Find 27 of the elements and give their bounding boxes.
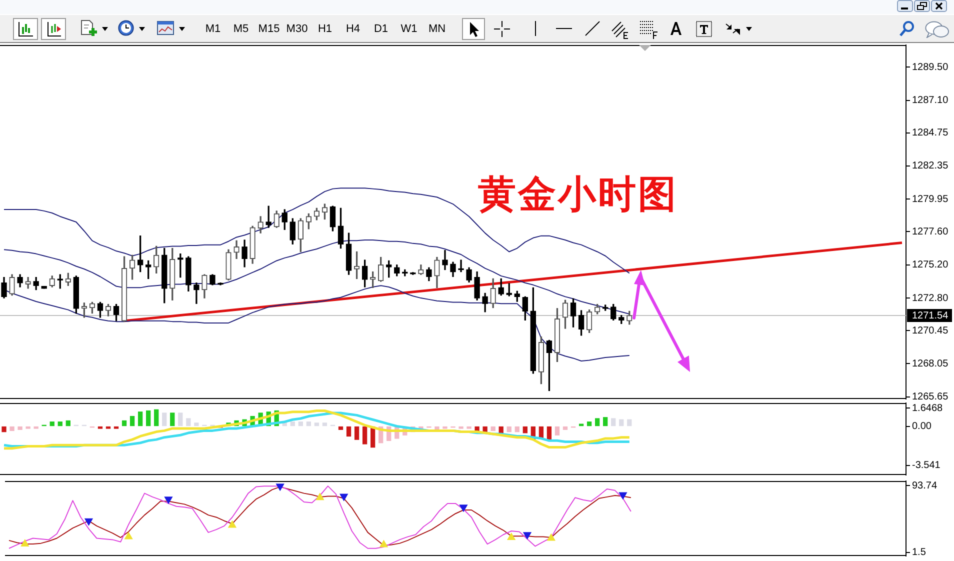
y-tick-label: 1275.20 [912, 260, 949, 271]
y-tick-label: 1289.50 [912, 62, 949, 73]
y-tick-label: 1270.45 [912, 325, 949, 336]
y-tick-label: 1279.95 [912, 194, 949, 205]
y-tick-label: 1277.60 [912, 226, 949, 238]
y-tick-label: -3.541 [912, 460, 941, 472]
ref-line-label: 1271.54 [912, 310, 949, 322]
y-tick-label: 1268.05 [912, 358, 949, 370]
y-tick-label: 1282.35 [912, 160, 949, 172]
y-tick-label: 1284.75 [912, 128, 949, 139]
text: M5 [232, 23, 250, 36]
y-tick-label: 93.74 [912, 480, 938, 492]
text: MN [427, 23, 447, 36]
text: H1 [316, 23, 334, 36]
text: D1 [372, 23, 390, 36]
y-tick-label: 1272.80 [912, 292, 949, 304]
y-tick-label: 1265.65 [912, 392, 949, 403]
y-tick-label: 1.5 [912, 547, 926, 558]
y-tick-label: 1287.10 [912, 95, 949, 106]
text: 黄金小时图 [478, 172, 678, 216]
text: H4 [344, 23, 362, 36]
y-tick-label: 1.6468 [912, 402, 944, 414]
text: M1 [204, 23, 222, 36]
text: W1 [400, 23, 418, 36]
text: M30 [285, 23, 309, 36]
y-tick-label: 0.00 [912, 421, 932, 432]
text: M15 [257, 23, 281, 36]
